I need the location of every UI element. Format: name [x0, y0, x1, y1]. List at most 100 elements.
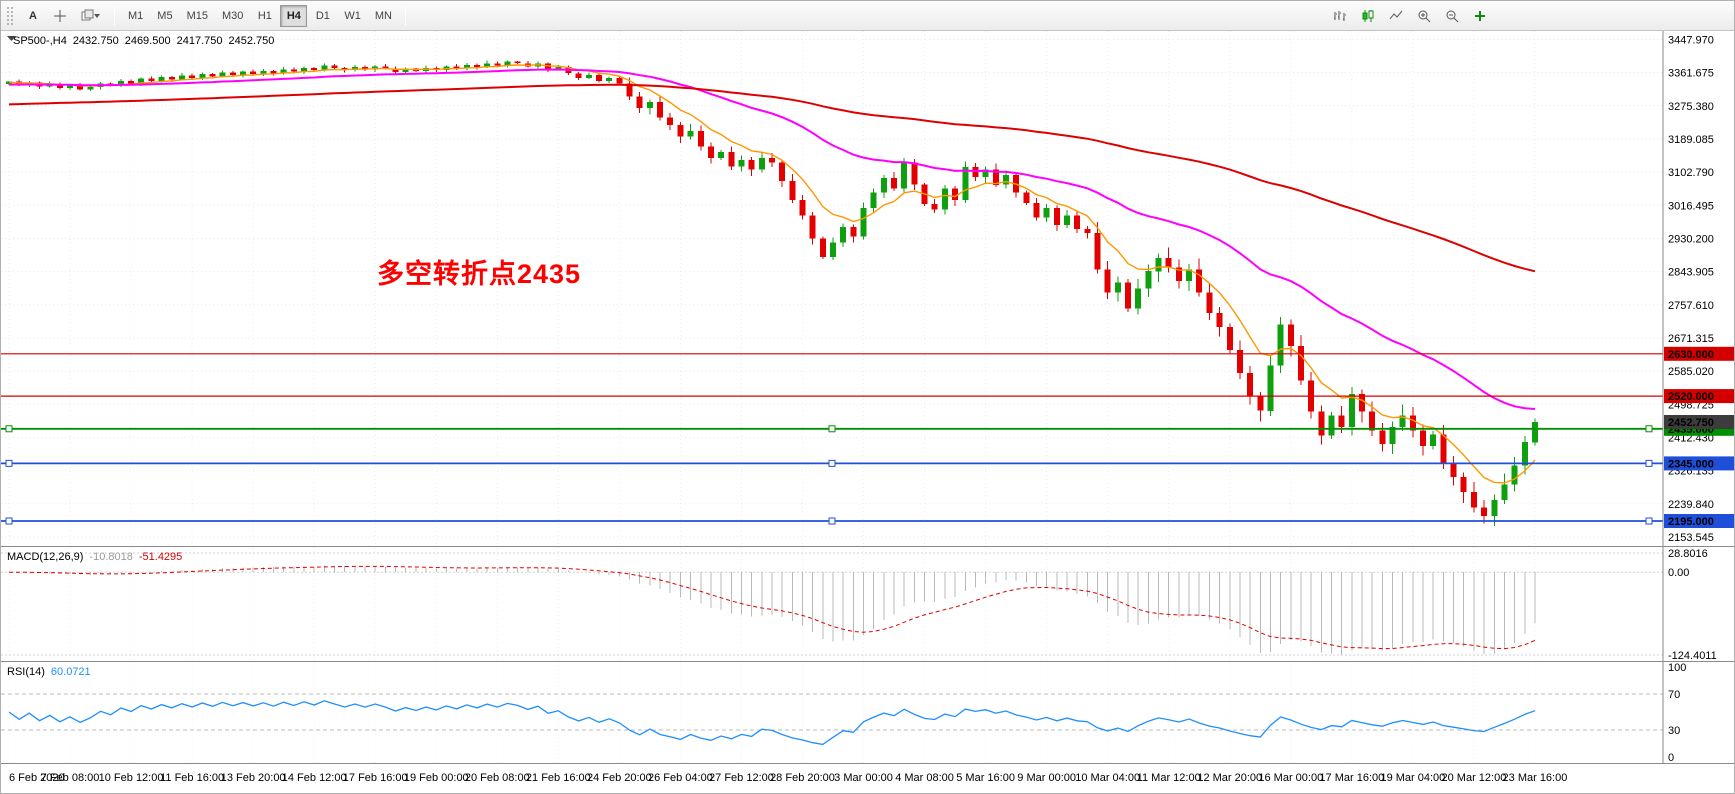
candle: [1196, 258, 1203, 297]
candle: [514, 60, 521, 65]
candle: [860, 202, 867, 240]
price-scale-label: 3102.790: [1668, 167, 1714, 179]
timeframe-h4-button[interactable]: H4: [280, 4, 308, 27]
candle: [1409, 406, 1416, 438]
timeframe-d1-button[interactable]: D1: [309, 5, 336, 27]
candle: [1267, 355, 1274, 416]
candle: [972, 162, 979, 182]
bar-chart-mode-button[interactable]: [1327, 5, 1353, 27]
candle: [738, 155, 745, 172]
candlestick-chart-mode-button[interactable]: [1355, 5, 1381, 27]
time-label: 17 Mar 16:00: [1319, 772, 1385, 784]
timeframe-m15-button[interactable]: M15: [181, 5, 214, 27]
timeframe-m5-button[interactable]: M5: [151, 5, 178, 27]
candle: [728, 146, 735, 170]
time-label: 24 Feb 20:00: [586, 772, 652, 784]
candle: [880, 175, 887, 198]
macd-panel[interactable]: 28.8016 0.00 -124.4011 MACD(12,26,9) -10.8…: [1, 547, 1734, 662]
panel-splitter[interactable]: [1, 761, 1734, 765]
macd-signal-line: [8, 565, 1536, 650]
panel-splitter[interactable]: [1, 659, 1734, 663]
candle: [1165, 247, 1172, 273]
crosshair-tool-button[interactable]: [47, 5, 73, 27]
candle: [819, 236, 826, 259]
candle: [1511, 456, 1518, 492]
svg-text:2195.000: 2195.000: [1668, 516, 1714, 528]
main-toolbar: A M1 M5 M15 M30 H1 H4 D1 W1 MN: [1, 1, 1734, 31]
horizontal-line-2345.000[interactable]: [1, 459, 1663, 467]
candle: [1531, 418, 1538, 446]
svg-text:2345.000: 2345.000: [1668, 458, 1714, 470]
candle: [931, 198, 938, 213]
objects-dropdown-button[interactable]: [75, 5, 107, 27]
main-chart-panel[interactable]: 3447.970 3361.675 3275.380 3189.085 3102.790…: [1, 31, 1734, 547]
text-tool-button[interactable]: A: [21, 5, 45, 27]
macd-scale-label: 28.8016: [1668, 548, 1708, 560]
candle: [799, 194, 806, 220]
candle: [1359, 389, 1366, 423]
toolbar-drag-handle[interactable]: [6, 5, 15, 26]
line-chart-icon: [1389, 9, 1403, 23]
rsi-panel[interactable]: 100 70 30 0 RSI(14) 60.0721: [1, 662, 1734, 764]
candle: [962, 161, 969, 203]
candlestick-chart-icon: [1361, 9, 1375, 23]
timeframe-m30-button[interactable]: M30: [216, 5, 249, 27]
candle: [1328, 411, 1335, 439]
zoom-in-button[interactable]: [1411, 5, 1437, 27]
candle: [1470, 482, 1477, 513]
candle: [585, 72, 592, 79]
candle: [687, 124, 694, 140]
candle: [1430, 431, 1437, 450]
price-scale[interactable]: 3447.970 3361.675 3275.380 3189.085 3102.790…: [1662, 31, 1714, 546]
candle: [301, 66, 308, 74]
rsi-scale-label: 0: [1668, 752, 1674, 763]
panel-splitter[interactable]: [1, 544, 1734, 548]
time-label: 17 Feb 16:00: [342, 772, 408, 784]
zoom-out-button[interactable]: [1439, 5, 1465, 27]
candle: [392, 66, 399, 74]
price-scale-label: 3189.085: [1668, 134, 1714, 146]
price-scale-label: 2671.315: [1668, 333, 1714, 345]
time-label: 16 Mar 00:00: [1258, 772, 1324, 784]
candle: [697, 125, 704, 151]
annotation-text[interactable]: 多空转折点2435: [377, 259, 582, 289]
price-tag-2630.000: 2630.000: [1664, 346, 1734, 361]
candle: [1063, 210, 1070, 228]
svg-text:2630.000: 2630.000: [1668, 349, 1714, 361]
candle: [524, 61, 531, 68]
time-label: 20 Feb 08:00: [464, 772, 530, 784]
candle: [1104, 260, 1111, 300]
svg-text:2520.000: 2520.000: [1668, 391, 1714, 403]
add-indicator-button[interactable]: [1467, 5, 1493, 27]
candle: [1175, 259, 1182, 289]
timeframe-h1-button[interactable]: H1: [251, 5, 278, 27]
time-label: 14 Feb 12:00: [281, 772, 347, 784]
main-grid: [1, 31, 1663, 546]
svg-text:2452.750: 2452.750: [1668, 417, 1714, 429]
candle: [1094, 222, 1101, 274]
timeframe-mn-button[interactable]: MN: [369, 5, 398, 27]
candle: [463, 63, 470, 71]
horizontal-line-2435.000[interactable]: [1, 425, 1663, 433]
time-label: 11 Feb 16:00: [160, 772, 225, 784]
candle: [891, 171, 898, 191]
time-label: 19 Mar 04:00: [1380, 772, 1446, 784]
line-chart-mode-button[interactable]: [1383, 5, 1409, 27]
candle: [1308, 372, 1315, 419]
candle: [830, 237, 837, 261]
time-label: 5 Mar 16:00: [956, 772, 1015, 784]
candle: [1287, 319, 1294, 357]
rsi-scale-label: 30: [1668, 725, 1680, 737]
candle: [1074, 211, 1081, 234]
text-tool-icon: A: [29, 9, 37, 22]
macd-scale-label: -124.4011: [1668, 650, 1717, 661]
time-label: 28 Feb 20:00: [770, 772, 835, 784]
time-label: 26 Feb 04:00: [647, 772, 713, 784]
time-axis[interactable]: 6 Feb 2020 7 Feb 08:00 10 Feb 12:00 11 Feb …: [1, 764, 1734, 793]
horizontal-line-2195.000[interactable]: [1, 517, 1663, 525]
candle: [718, 149, 725, 160]
timeframe-m1-button[interactable]: M1: [122, 5, 149, 27]
candle: [1440, 425, 1447, 469]
timeframe-w1-button[interactable]: W1: [338, 5, 367, 27]
add-indicator-icon: [1473, 9, 1487, 23]
